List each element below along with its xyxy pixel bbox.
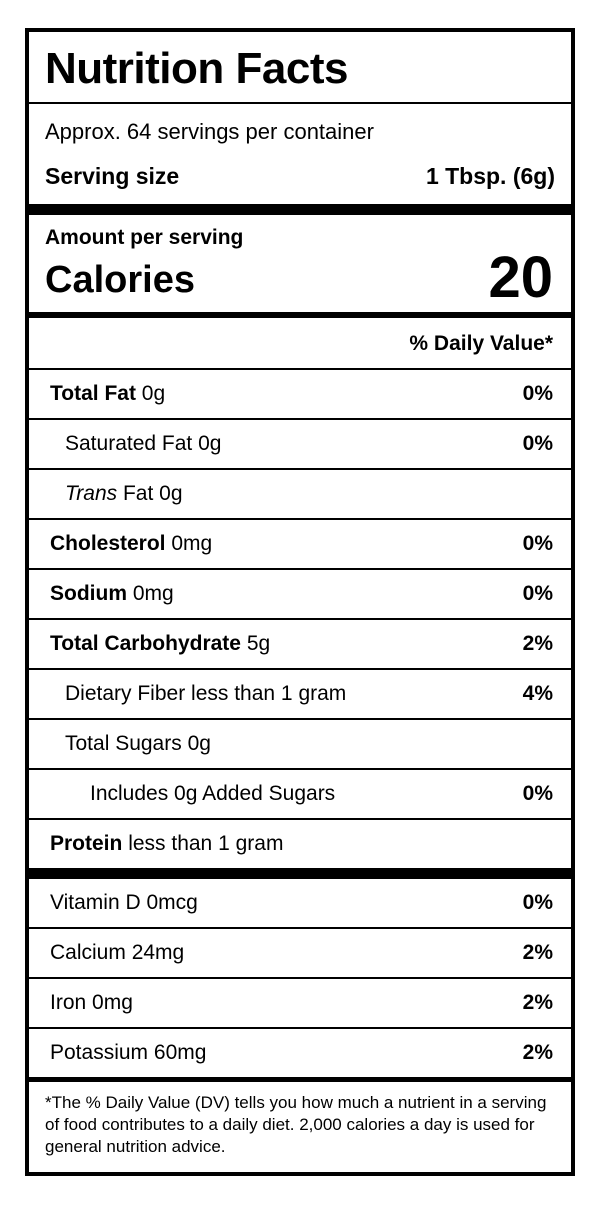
vitamin-amount: 24mg (131, 941, 185, 965)
vitamin-name: Calcium (50, 941, 126, 965)
nutrient-name: Includes 0g Added Sugars (90, 782, 336, 806)
nutrient-row-trans-fat: Trans Fat 0g (29, 468, 571, 518)
nutrient-amount: 0mg (171, 532, 213, 556)
nutrient-row-total-carbohydrate: Total Carbohydrate 5g 2% (29, 618, 571, 668)
serving-size-row: Serving size 1 Tbsp. (6g) (29, 146, 571, 205)
amount-per-serving-label: Amount per serving (45, 226, 244, 250)
nutrient-amount: Fat 0g (122, 482, 183, 506)
vitamin-amount: 0mcg (146, 891, 198, 915)
nutrient-amount: less than 1 gram (191, 682, 347, 706)
vitamin-name: Vitamin D (50, 891, 141, 915)
nutrient-amount: 0g (187, 732, 211, 756)
vitamin-amount: 0mg (92, 991, 133, 1015)
nutrient-dv: 0% (522, 582, 553, 606)
nutrition-facts-label: Nutrition Facts Approx. 64 servings per … (25, 28, 575, 1177)
nutrient-name: Saturated Fat (65, 432, 193, 456)
vitamin-dv: 2% (522, 991, 553, 1015)
vitamin-dv: 2% (522, 941, 553, 965)
nutrient-amount: 0g (198, 432, 222, 456)
daily-value-footnote: *The % Daily Value (DV) tells you how mu… (29, 1077, 571, 1172)
section-divider-bar (29, 868, 571, 880)
vitamin-row-iron: Iron 0mg 2% (29, 977, 571, 1027)
calories-label: Calories (45, 259, 195, 302)
nutrient-name: Cholesterol (50, 532, 166, 556)
vitamin-dv: 0% (522, 891, 553, 915)
nutrient-dv: 0% (522, 532, 553, 556)
calories-value: 20 (488, 244, 553, 310)
nutrient-name: Sodium (50, 582, 127, 606)
nutrient-amount: 0g (141, 382, 166, 406)
servings-per-container: Approx. 64 servings per container (45, 119, 374, 145)
vitamin-name: Potassium (50, 1041, 149, 1065)
nutrient-name: Trans (65, 482, 118, 506)
nutrient-row-dietary-fiber: Dietary Fiber less than 1 gram 4% (29, 668, 571, 718)
serving-info-section: Approx. 64 servings per container Servin… (29, 104, 571, 204)
nutrient-row-cholesterol: Cholesterol 0mg 0% (29, 518, 571, 568)
nutrient-name: Dietary Fiber (65, 682, 186, 706)
vitamin-name: Iron (50, 991, 87, 1015)
serving-size-label: Serving size (45, 162, 180, 189)
nutrient-row-total-fat: Total Fat 0g 0% (29, 368, 571, 418)
calories-section: Amount per serving Calories 20 (29, 215, 571, 311)
vitamin-amount: 60mg (153, 1041, 207, 1065)
vitamin-row-potassium: Potassium 60mg 2% (29, 1027, 571, 1077)
nutrient-dv: 0% (522, 382, 553, 406)
nutrient-row-added-sugars: Includes 0g Added Sugars 0% (29, 768, 571, 818)
vitamin-dv: 2% (522, 1041, 553, 1065)
section-divider-bar (29, 204, 571, 216)
nutrient-amount: less than 1 gram (128, 832, 284, 856)
nutrient-name: Total Fat (50, 382, 136, 406)
nutrient-dv: 2% (522, 632, 553, 656)
nutrient-dv: 0% (522, 432, 553, 456)
nutrient-name: Protein (50, 832, 123, 856)
nutrient-row-total-sugars: Total Sugars 0g (29, 718, 571, 768)
nutrient-dv: 4% (522, 682, 553, 706)
daily-value-header: % Daily Value* (409, 331, 553, 355)
vitamin-row-calcium: Calcium 24mg 2% (29, 927, 571, 977)
nutrient-name: Total Carbohydrate (50, 632, 241, 656)
nutrient-dv: 0% (522, 782, 553, 806)
section-divider-bar (29, 311, 571, 318)
nutrient-amount: 0mg (132, 582, 174, 606)
label-title: Nutrition Facts (29, 32, 571, 105)
nutrient-name: Total Sugars (65, 732, 182, 756)
serving-size-value: 1 Tbsp. (6g) (425, 162, 555, 189)
nutrient-row-saturated-fat: Saturated Fat 0g 0% (29, 418, 571, 468)
vitamin-row-vitamin-d: Vitamin D 0mcg 0% (29, 879, 571, 927)
nutrient-amount: 5g (246, 632, 271, 656)
nutrient-row-protein: Protein less than 1 gram (29, 818, 571, 868)
nutrient-row-sodium: Sodium 0mg 0% (29, 568, 571, 618)
calories-row: Calories 20 (45, 244, 553, 310)
